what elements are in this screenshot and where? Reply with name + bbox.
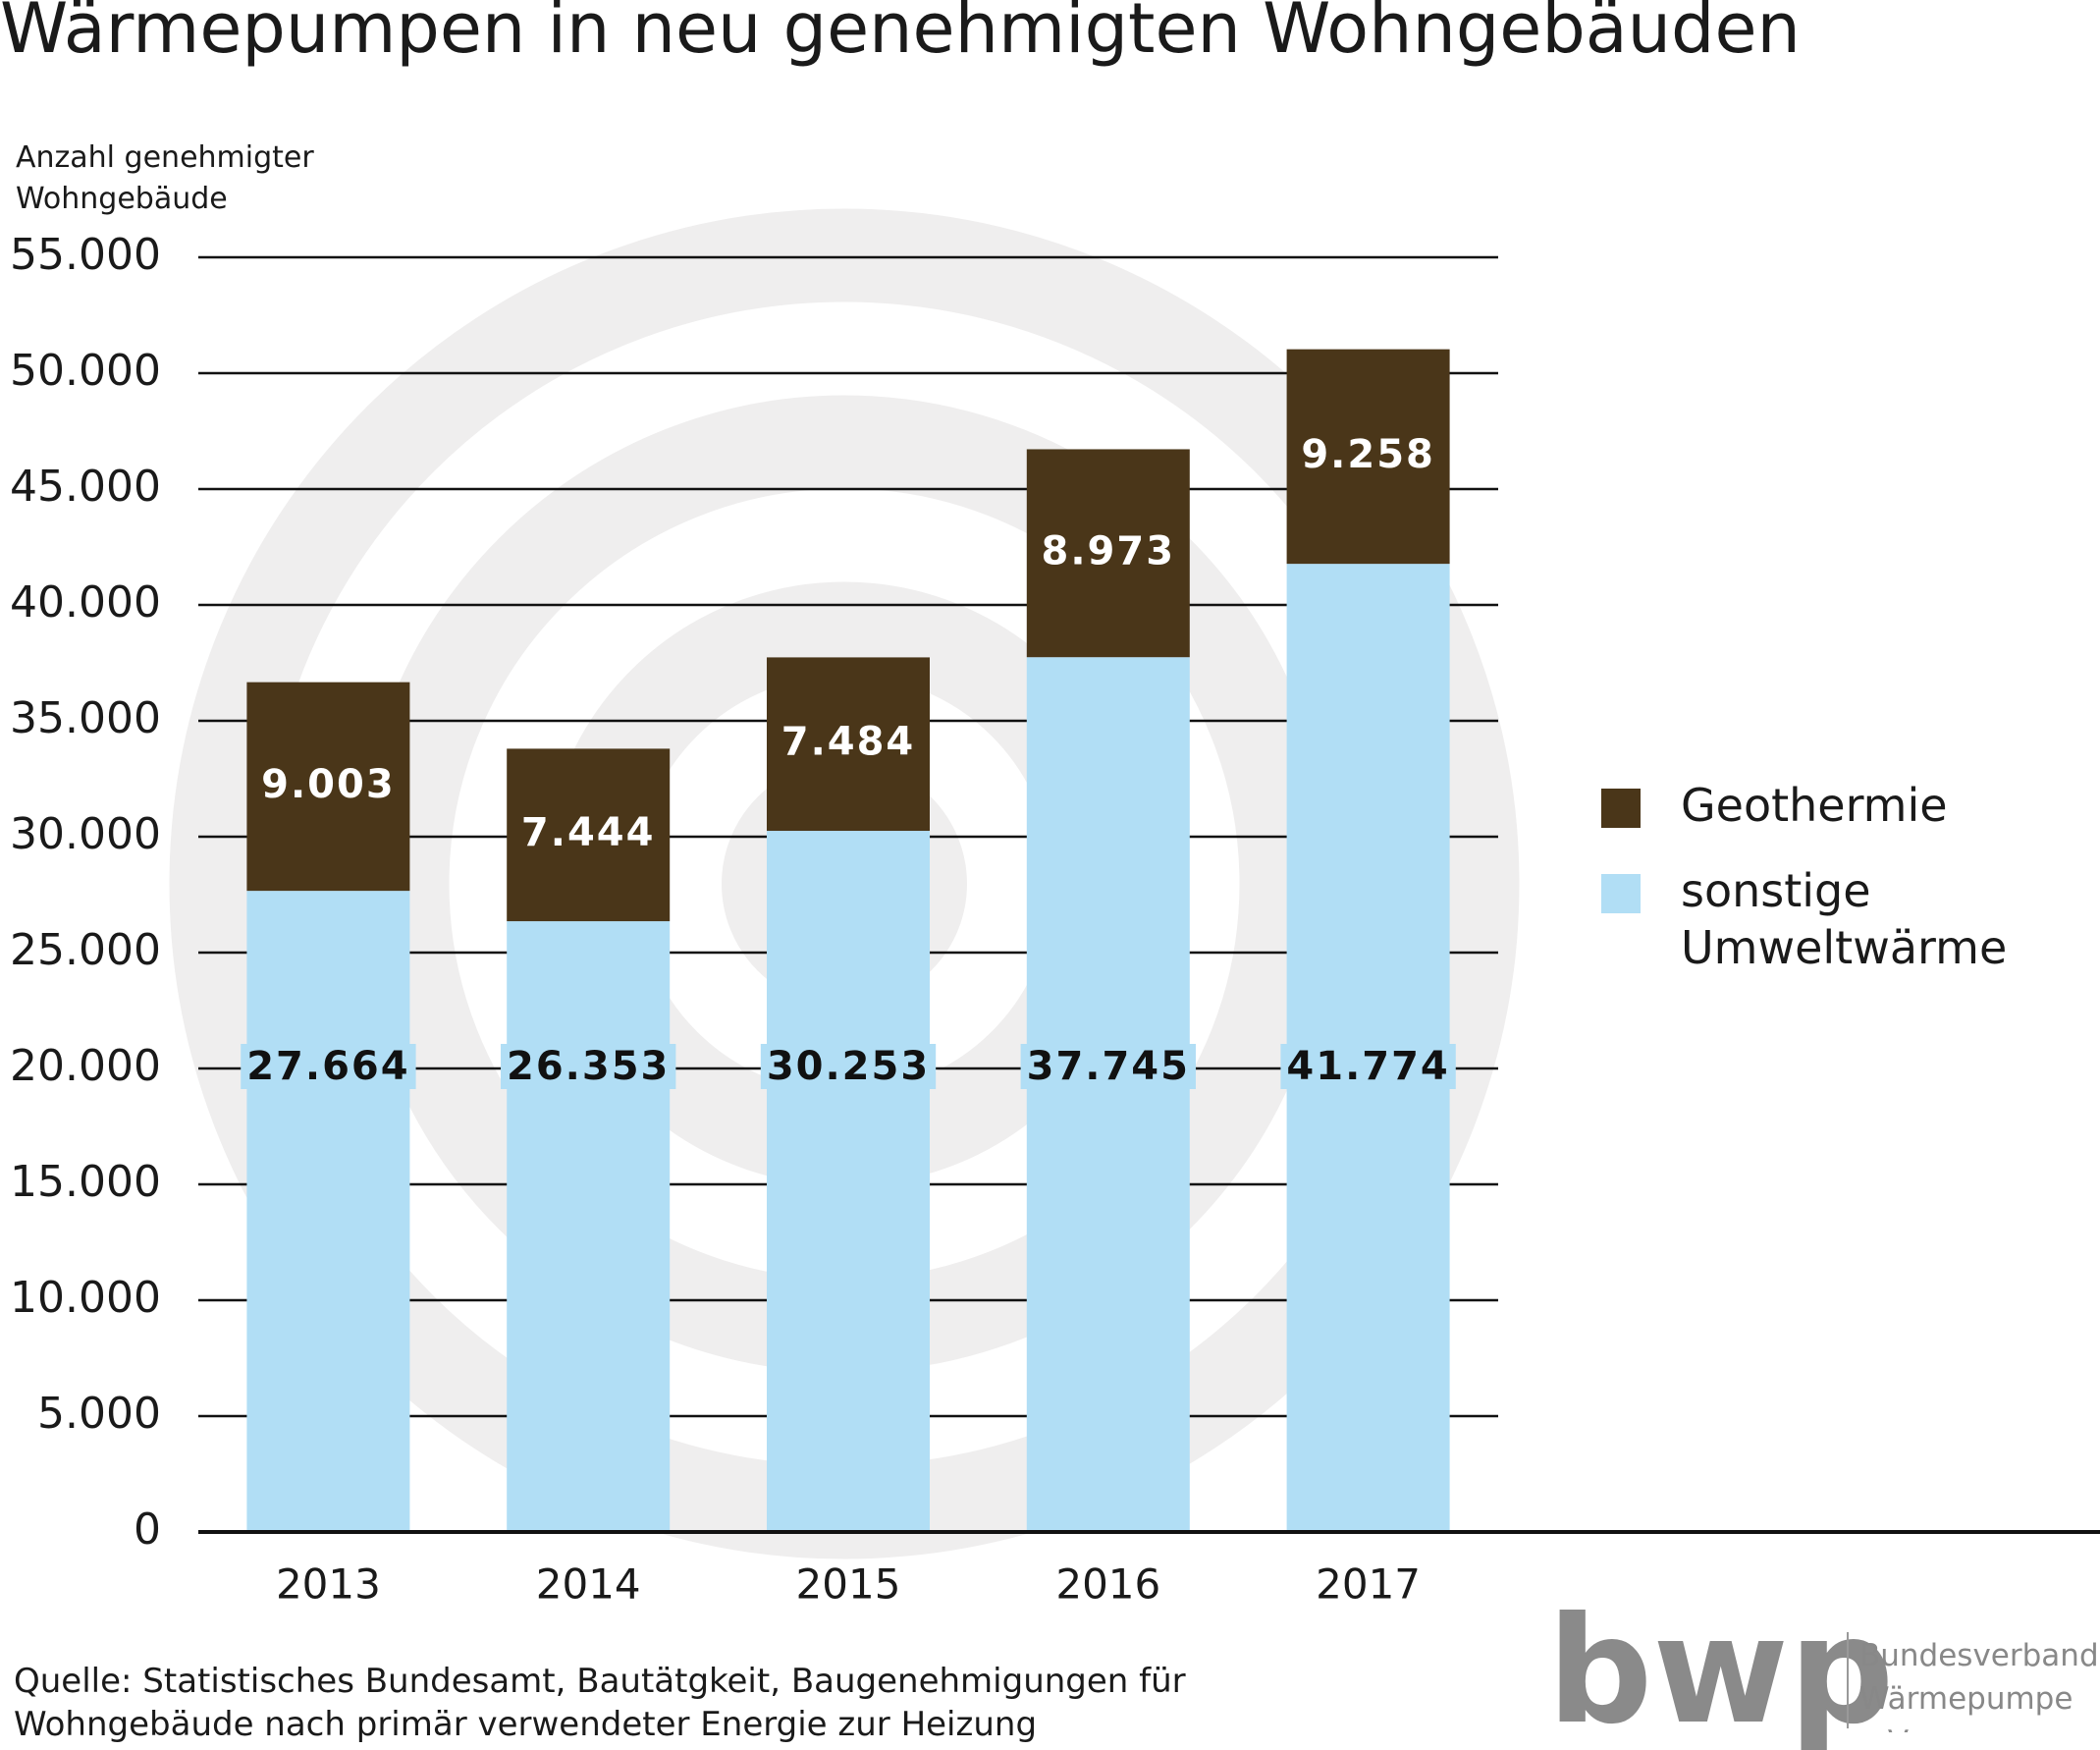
y-tick-label: 0 bbox=[134, 1504, 161, 1555]
x-tick-label: 2013 bbox=[276, 1560, 381, 1609]
logo-mark: bwp bbox=[1547, 1586, 1894, 1750]
y-tick-label: 5.000 bbox=[37, 1389, 161, 1439]
bar-segment bbox=[1026, 449, 1190, 658]
value-label: 7.444 bbox=[521, 810, 656, 855]
y-tick-label: 50.000 bbox=[10, 346, 161, 396]
y-tick-label: 55.000 bbox=[10, 230, 161, 280]
x-tick-label: 2015 bbox=[796, 1560, 901, 1609]
x-tick-label: 2016 bbox=[1055, 1560, 1160, 1609]
value-label: 27.664 bbox=[246, 1044, 409, 1089]
y-tick-label: 35.000 bbox=[10, 693, 161, 743]
legend-label-box: Geothermie bbox=[1681, 779, 1948, 832]
value-label: 9.003 bbox=[261, 762, 396, 807]
value-label: 26.353 bbox=[507, 1044, 670, 1089]
value-label: 7.484 bbox=[781, 720, 916, 765]
bar-segment bbox=[246, 891, 410, 1532]
y-tick-label: 45.000 bbox=[10, 462, 161, 512]
y-tick-label: 40.000 bbox=[10, 577, 161, 628]
bar-segment bbox=[507, 748, 671, 922]
legend-label: Geothermie bbox=[1681, 779, 1948, 832]
x-tick-label: 2017 bbox=[1316, 1560, 1421, 1609]
legend-swatch bbox=[1601, 789, 1641, 828]
chart-title: Wärmepumpen in neu genehmigten Wohngebäu… bbox=[0, 0, 1801, 69]
bar-segment bbox=[767, 831, 930, 1532]
legend-swatch bbox=[1601, 874, 1641, 913]
bar-segment bbox=[507, 921, 671, 1532]
y-tick-label: 15.000 bbox=[10, 1157, 161, 1207]
y-tick-label: 25.000 bbox=[10, 925, 161, 975]
value-label: 9.258 bbox=[1301, 432, 1435, 477]
label-backing bbox=[1280, 1044, 1456, 1089]
value-label: 37.745 bbox=[1027, 1044, 1190, 1089]
label-backing bbox=[241, 1044, 416, 1089]
value-label: 41.774 bbox=[1286, 1044, 1449, 1089]
legend-label: sonstige Umweltwärme bbox=[1681, 864, 2008, 974]
bar-segment bbox=[1026, 657, 1190, 1532]
y-tick-label: 30.000 bbox=[10, 809, 161, 859]
source: Quelle: Statistisches Bundesamt, Bautätg… bbox=[14, 1662, 1186, 1744]
value-label: 30.253 bbox=[767, 1044, 930, 1089]
y-axis-label-box: Anzahl genehmigter Wohngebäude bbox=[16, 140, 314, 216]
bar-segment bbox=[246, 682, 410, 892]
label-backing bbox=[760, 1044, 937, 1089]
y-tick-label: 20.000 bbox=[10, 1041, 161, 1091]
legend-label-box: sonstige Umweltwärme bbox=[1681, 864, 2008, 974]
y-tick-label: 10.000 bbox=[10, 1273, 161, 1323]
bar-segment bbox=[1286, 349, 1450, 565]
source-box: Quelle: Statistisches Bundesamt, Bautätg… bbox=[14, 1662, 1186, 1744]
y-axis-label: Anzahl genehmigter Wohngebäude bbox=[16, 140, 314, 216]
logo-text-box: Bundesverband Wärmepumpe e.V. bbox=[1859, 1638, 2099, 1732]
x-tick-label: 2014 bbox=[536, 1560, 641, 1609]
logo-text: Bundesverband Wärmepumpe e.V. bbox=[1859, 1638, 2099, 1732]
label-backing bbox=[501, 1044, 676, 1089]
label-backing bbox=[1020, 1044, 1196, 1089]
bar-segment bbox=[767, 657, 930, 832]
value-label: 8.973 bbox=[1042, 528, 1176, 574]
